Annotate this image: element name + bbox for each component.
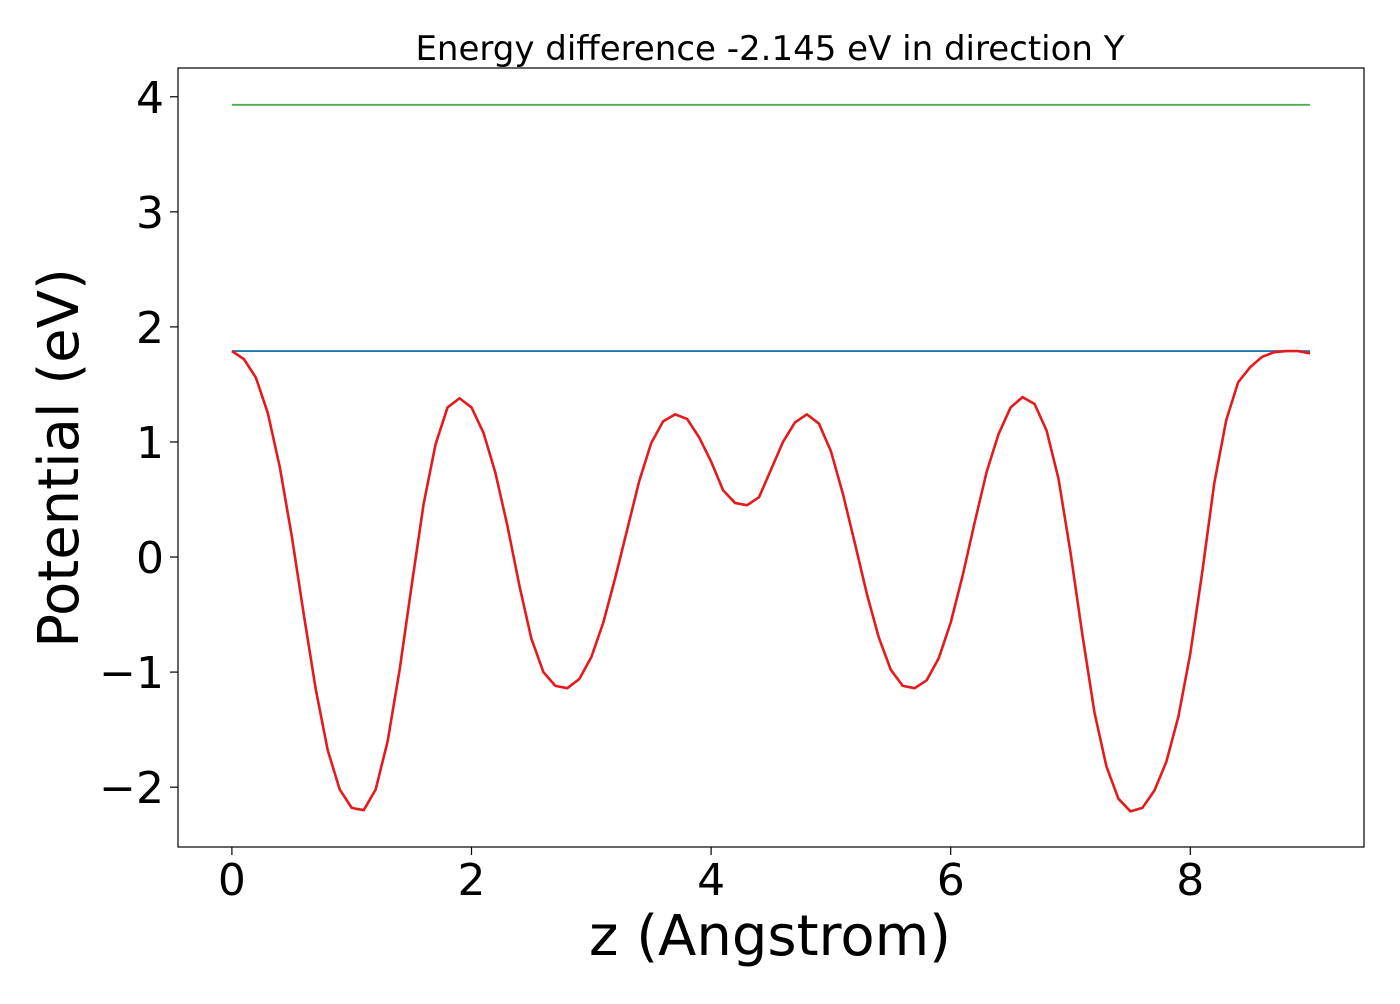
- x-tick-label: 2: [458, 855, 486, 906]
- y-tick-label: 0: [136, 533, 164, 584]
- y-tick-label: 1: [136, 418, 164, 469]
- y-tick-label: 2: [136, 303, 164, 354]
- x-axis: 0 2 4 6 8: [218, 847, 1204, 906]
- y-tick-label: 4: [136, 73, 164, 124]
- x-tick-label: 4: [697, 855, 725, 906]
- plot-frame: [177, 67, 1365, 848]
- y-tick-label: −1: [99, 648, 164, 699]
- x-tick-label: 8: [1176, 855, 1204, 906]
- y-axis-label: Potential (eV): [27, 268, 92, 648]
- chart-title: Energy difference -2.145 eV in direction…: [415, 29, 1124, 69]
- x-axis-label: z (Angstrom): [589, 904, 951, 969]
- x-tick-label: 6: [937, 855, 965, 906]
- series-line-0: [231, 349, 1311, 813]
- y-tick-label: −2: [99, 763, 164, 814]
- y-tick-label: 3: [136, 188, 164, 239]
- x-tick-label: 0: [218, 855, 246, 906]
- series-layer: [231, 103, 1311, 813]
- y-axis: −2 −1 0 1 2 3 4: [99, 73, 178, 814]
